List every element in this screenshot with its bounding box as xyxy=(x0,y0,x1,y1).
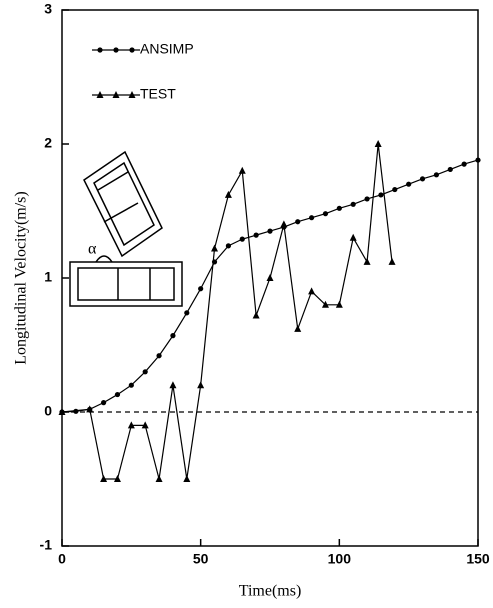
point xyxy=(170,333,175,338)
chart: Time(ms) Longitudinal Velocity(m/s) α 0 5… xyxy=(0,0,493,608)
point xyxy=(392,187,397,192)
point xyxy=(389,258,396,265)
point xyxy=(156,475,163,482)
point xyxy=(267,229,272,234)
point xyxy=(198,286,203,291)
x-tick-label: 50 xyxy=(193,551,209,567)
point xyxy=(323,211,328,216)
point xyxy=(101,400,106,405)
y-tick-label: 1 xyxy=(44,269,52,285)
point xyxy=(378,192,383,197)
point xyxy=(434,172,439,177)
point xyxy=(364,196,369,201)
point xyxy=(375,140,382,147)
point xyxy=(308,287,315,294)
y-tick-label: 3 xyxy=(44,1,52,17)
y-tick-label: 0 xyxy=(44,403,52,419)
point xyxy=(115,392,120,397)
point xyxy=(267,274,274,281)
point xyxy=(184,310,189,315)
point xyxy=(211,245,218,252)
x-axis-label: Time(ms) xyxy=(239,583,302,600)
point xyxy=(113,47,118,52)
point xyxy=(448,167,453,172)
point xyxy=(143,369,148,374)
y-tick-label: 2 xyxy=(44,135,52,151)
point xyxy=(129,383,134,388)
point xyxy=(197,381,204,388)
point xyxy=(129,47,134,52)
point xyxy=(406,182,411,187)
y-axis-label: Longitudinal Velocity(m/s) xyxy=(13,191,30,364)
point xyxy=(169,381,176,388)
point xyxy=(462,162,467,167)
point xyxy=(309,215,314,220)
point xyxy=(97,47,102,52)
point xyxy=(225,191,232,198)
point xyxy=(183,475,190,482)
point xyxy=(239,167,246,174)
x-tick-label: 150 xyxy=(466,551,490,567)
point xyxy=(294,325,301,332)
legend-label: ANSIMP xyxy=(140,41,194,57)
y-tick-label: -1 xyxy=(40,537,53,553)
legend-label: TEST xyxy=(140,86,176,102)
point xyxy=(475,157,480,162)
point xyxy=(240,237,245,242)
point xyxy=(254,233,259,238)
point xyxy=(280,220,287,227)
point xyxy=(253,312,260,319)
car-illustration xyxy=(70,152,182,306)
point xyxy=(351,202,356,207)
point xyxy=(350,234,357,241)
x-tick-label: 100 xyxy=(328,551,352,567)
point xyxy=(156,353,161,358)
x-tick-label: 0 xyxy=(58,551,66,567)
point xyxy=(295,219,300,224)
point xyxy=(420,176,425,181)
point xyxy=(337,206,342,211)
annotation: α xyxy=(88,241,97,258)
point xyxy=(226,243,231,248)
point xyxy=(364,258,371,265)
